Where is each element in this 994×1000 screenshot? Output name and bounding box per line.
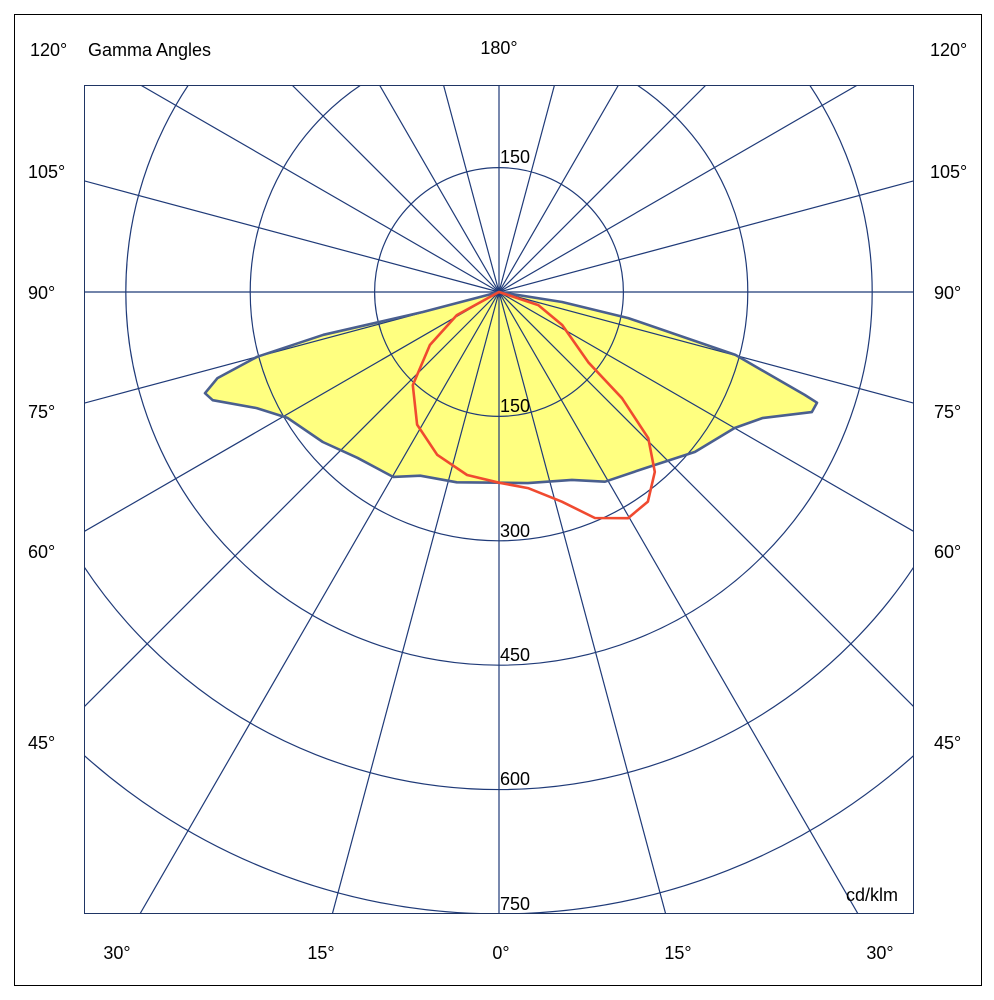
curve-outlines bbox=[203, 290, 819, 520]
radial-tick-label: 750 bbox=[500, 894, 530, 914]
radial-tick-label: 300 bbox=[500, 521, 530, 541]
angle-label-bottom: 30° bbox=[103, 943, 130, 963]
angle-label-bottom: 15° bbox=[664, 943, 691, 963]
angle-label-left: 105° bbox=[28, 162, 65, 182]
angle-line-165 bbox=[498, 85, 556, 293]
angle-label-bottom: 30° bbox=[866, 943, 893, 963]
angle-line-345 bbox=[331, 291, 500, 914]
curve-fill-C0-C180 bbox=[205, 292, 817, 484]
angle-label-right: 90° bbox=[934, 283, 961, 303]
angle-label-right: 105° bbox=[930, 162, 967, 182]
angle-line-225 bbox=[291, 85, 500, 293]
angle-line-255 bbox=[84, 180, 500, 293]
angle-line-75 bbox=[498, 291, 914, 404]
angle-label-top-left: 120° bbox=[30, 40, 67, 60]
angle-label-left: 90° bbox=[28, 283, 55, 303]
plot-border bbox=[84, 85, 914, 914]
angle-label-right: 45° bbox=[934, 733, 961, 753]
curve-C90-C270 bbox=[411, 290, 657, 520]
radial-tick-label: 150 bbox=[500, 396, 530, 416]
angle-line-135 bbox=[498, 85, 707, 293]
angle-line-300 bbox=[84, 291, 500, 533]
angle-line-120 bbox=[498, 85, 858, 293]
angle-label-right: 75° bbox=[934, 402, 961, 422]
angle-label-top-center: 180° bbox=[480, 38, 517, 58]
angle-line-240 bbox=[140, 85, 500, 293]
angle-label-left: 45° bbox=[28, 733, 55, 753]
chart-title: Gamma Angles bbox=[88, 40, 211, 60]
angle-label-bottom: 15° bbox=[307, 943, 334, 963]
radial-tick-label: 450 bbox=[500, 645, 530, 665]
angle-line-45 bbox=[498, 291, 914, 708]
angle-label-left: 75° bbox=[28, 402, 55, 422]
angle-line-195 bbox=[442, 85, 500, 293]
angle-label-left: 60° bbox=[28, 542, 55, 562]
angle-line-105 bbox=[498, 180, 914, 293]
outer-frame bbox=[14, 14, 982, 986]
angle-line-315 bbox=[84, 291, 500, 708]
angle-line-30 bbox=[498, 291, 859, 914]
curves bbox=[205, 292, 817, 484]
unit-label: cd/klm bbox=[846, 885, 898, 905]
angle-label-top-right: 120° bbox=[930, 40, 967, 60]
angle-label-right: 60° bbox=[934, 542, 961, 562]
radial-tick-label: 150 bbox=[500, 147, 530, 167]
angle-line-15 bbox=[498, 291, 667, 914]
angle-line-210 bbox=[378, 85, 500, 293]
radial-tick-label: 600 bbox=[500, 769, 530, 789]
angle-line-150 bbox=[498, 85, 620, 293]
angle-label-bottom: 0° bbox=[492, 943, 509, 963]
angle-line-330 bbox=[139, 291, 500, 914]
